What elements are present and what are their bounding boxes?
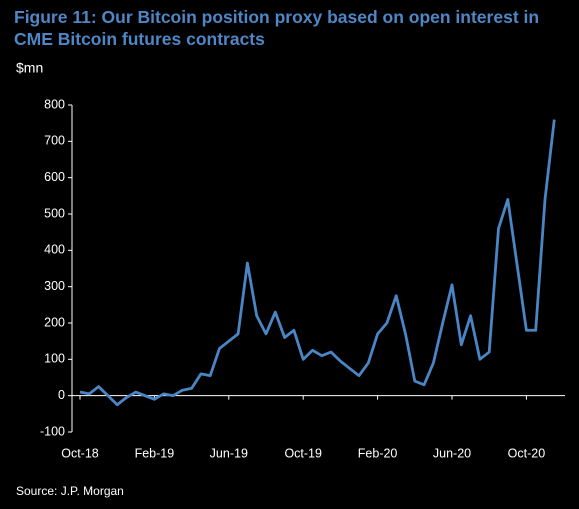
data-line xyxy=(79,119,556,407)
x-tick-label: Oct-19 xyxy=(284,446,322,460)
x-tick-label: Oct-20 xyxy=(508,446,546,460)
y-tick-label: 200 xyxy=(44,315,65,329)
y-tick-label: 700 xyxy=(44,134,65,148)
x-tick-label: Feb-20 xyxy=(358,446,398,460)
x-tick-label: Jun-20 xyxy=(433,446,471,460)
chart-title: Figure 11: Our Bitcoin position proxy ba… xyxy=(14,7,540,49)
x-tick-label: Feb-19 xyxy=(135,446,175,460)
y-tick-label: 800 xyxy=(44,97,65,111)
y-tick-label: 0 xyxy=(58,388,65,402)
source: Source: J.P. Morgan xyxy=(16,484,124,498)
y-tick-label: 600 xyxy=(44,170,65,184)
x-tick-label: Jun-19 xyxy=(210,446,248,460)
y-axis-label: $mn xyxy=(16,60,43,76)
y-tick-label: -100 xyxy=(40,424,65,438)
y-tick-label: 100 xyxy=(44,352,65,366)
x-tick-label: Oct-18 xyxy=(61,446,99,460)
y-tick-label: 400 xyxy=(44,243,65,257)
y-tick-label: 500 xyxy=(44,206,65,220)
y-tick-label: 300 xyxy=(44,279,65,293)
